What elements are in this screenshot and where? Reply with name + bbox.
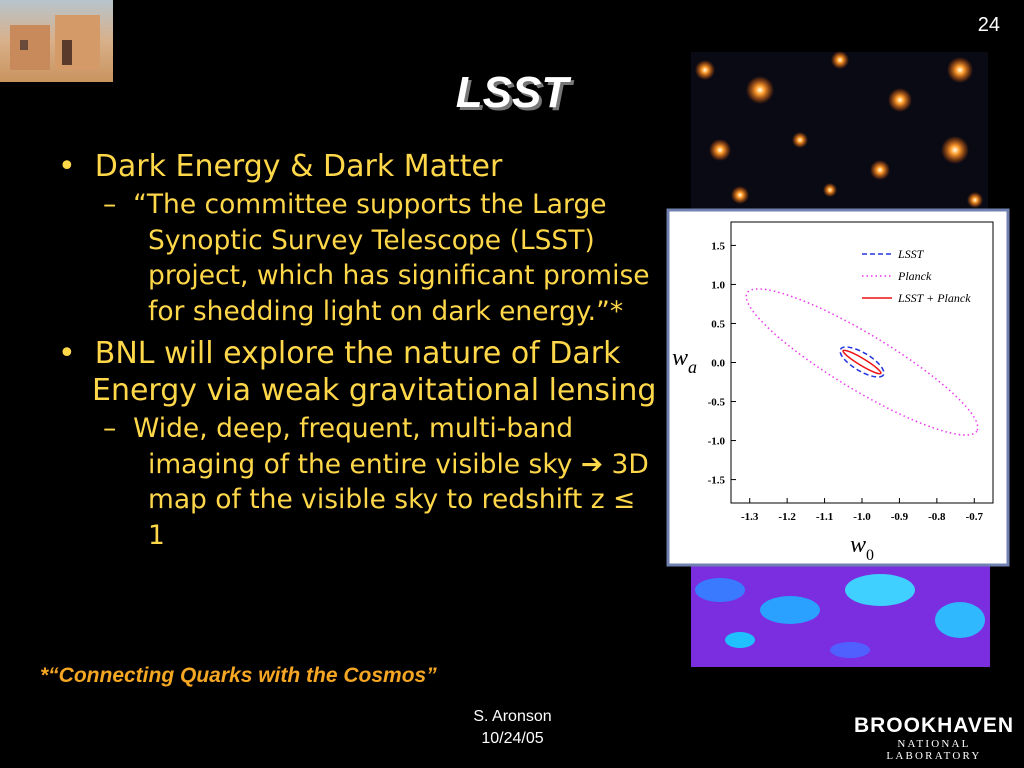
y-tick-label: 1.5: [711, 240, 725, 252]
y-sub: a: [688, 357, 697, 377]
sub-bullet-text: Wide, deep, frequent, multi-band imaging…: [133, 413, 649, 551]
bullet-text: Dark Energy & Dark Matter: [94, 149, 503, 184]
star-field: [691, 51, 988, 212]
title: LSST: [455, 68, 569, 117]
planck-contour: [745, 288, 979, 436]
x-tick-label: -0.7: [966, 511, 984, 523]
corner-photo: [0, 0, 113, 82]
plot-frame: [666, 208, 1010, 567]
slide-number: 24: [977, 14, 1000, 36]
sub-bullet-text: “The committee supports the Large Synopt…: [133, 189, 650, 327]
x-tick-label: -1.1: [816, 511, 833, 523]
shear-map: [691, 565, 990, 667]
logo-subtitle: NATIONAL LABORATORY: [886, 738, 982, 762]
y-symbol: w: [672, 345, 688, 371]
legend-label: LSST + Planck: [897, 291, 971, 305]
y-tick-label: 0.5: [711, 318, 725, 330]
x-tick-label: -0.9: [891, 511, 909, 523]
x-axis-label: w0: [850, 532, 874, 564]
bullet: • Dark Energy & Dark Matter: [58, 149, 503, 184]
x-tick-label: -1.0: [853, 511, 871, 523]
y-tick-label: 1.0: [711, 279, 725, 291]
y-tick-label: -1.0: [708, 436, 726, 448]
x-symbol: w: [850, 532, 866, 558]
lsst-contour: [839, 346, 885, 378]
sub-bullet: – Wide, deep, frequent, multi-band imagi…: [103, 413, 649, 551]
y-axis-label: wa: [672, 345, 697, 377]
x-tick-label: -1.3: [741, 511, 759, 523]
legend-label: LSST: [897, 247, 925, 261]
y-tick-label: 0.0: [711, 358, 725, 370]
author: S. Aronson: [473, 708, 552, 725]
y-tick-label: -0.5: [708, 397, 726, 409]
combined-contour: [842, 349, 882, 375]
y-tick-label: -1.5: [708, 475, 726, 487]
x-tick-label: -0.8: [928, 511, 946, 523]
date: 10/24/05: [481, 730, 544, 747]
sub-bullet: – “The committee supports the Large Syno…: [103, 189, 650, 327]
legend-label: Planck: [897, 269, 932, 283]
bullet: • BNL will explore the nature of Dark En…: [58, 336, 657, 408]
x-tick-label: -1.2: [778, 511, 796, 523]
plot: wa w0 -1.3 -1.2 -1.1 -1.0 -0.9 -0.8 -0.71.51.0…: [672, 221, 994, 564]
footnote: *“Connecting Quarks with the Cosmos”: [40, 664, 437, 687]
bullet-list: • Dark Energy & Dark Matter – “The commit…: [58, 148, 658, 559]
x-sub: 0: [866, 547, 874, 564]
logo-name: BROOKHAVEN: [853, 714, 1015, 737]
logo: BROOKHAVEN NATIONAL LABORATORY: [848, 714, 1020, 762]
bullet-text: BNL will explore the nature of Dark Ener…: [92, 336, 657, 408]
